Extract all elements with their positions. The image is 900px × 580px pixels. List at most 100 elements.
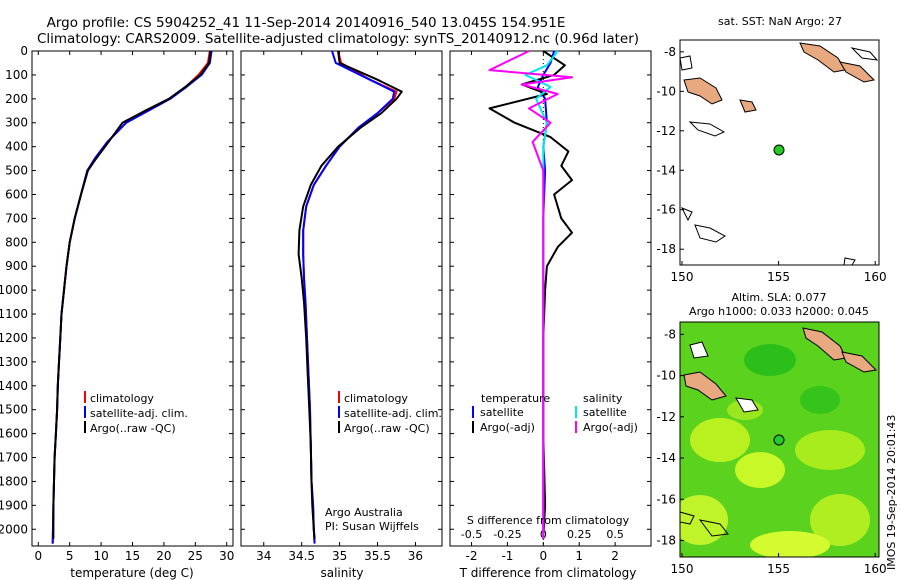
legend-climatology-label: climatology: [90, 392, 154, 405]
difference-depth-ticks: [450, 50, 651, 530]
depth-axis-ticks: 0 100 200 300 400 500 600 700 800 900 1000 1100 1200…: [0, 44, 233, 536]
salinity-axes-frame: [240, 50, 443, 547]
map-y-tick-label: -10: [656, 369, 676, 383]
s-tick-label: 0.25: [567, 528, 592, 541]
map-y-tick-label: -10: [656, 84, 676, 98]
island-shape: [683, 77, 723, 105]
y-tick-label: 600: [5, 187, 28, 201]
island-shape: [850, 47, 879, 61]
map-x-tick-label: 160: [864, 270, 887, 284]
x-tick-label: 20: [156, 549, 171, 563]
x-tick-label: 1: [575, 549, 583, 563]
island-shape: [838, 61, 876, 83]
temperature-xlabel: temperature (deg C): [70, 566, 193, 580]
y-tick-label: 0: [20, 44, 28, 58]
island-shape: [843, 257, 856, 266]
x-tick-label: 5: [66, 549, 74, 563]
legend-climatology-label: climatology: [344, 392, 408, 405]
sla-map-title-1: Altim. SLA: 0.077: [731, 291, 826, 304]
institution-label: Argo Australia: [325, 506, 403, 519]
sla-map-ticks: 150 155 160 -8 -10 -12 -14 -16 -18: [656, 327, 886, 576]
sla-map-frame: [679, 321, 880, 558]
timestamp-stamp: IMOS 19-Sep-2014 20:01:43: [885, 415, 898, 570]
pi-label: PI: Susan Wijffels: [325, 520, 419, 533]
island-shape: [698, 519, 729, 537]
island-shape: [802, 327, 847, 361]
s-difference-label: S difference from climatology: [467, 514, 630, 527]
salinity-xlabel: salinity: [320, 566, 363, 580]
island-shape: [694, 224, 726, 243]
salinity-axis-ticks: 34 34.5 35 35.5 36: [256, 51, 423, 563]
y-tick-label: 300: [5, 116, 28, 130]
sla-patch: [744, 344, 796, 376]
sla-map: Altim. SLA: 0.077 Argo h1000: 0.033 h200…: [656, 291, 886, 576]
difference-axes-frame: [449, 50, 652, 547]
series-satellite-adj-clim: [302, 50, 396, 544]
map-y-tick-label: -8: [664, 45, 676, 59]
series-argo-raw-qc: [52, 50, 212, 539]
map-y-tick-label: -16: [656, 492, 676, 506]
temperature-legend: climatology satellite-adj. clim. Argo(..…: [84, 391, 188, 435]
sla-patch: [800, 386, 840, 414]
y-tick-label: 1700: [0, 451, 28, 465]
map-y-tick-label: -14: [656, 163, 676, 177]
legend-t-satellite-label: satellite: [480, 406, 524, 419]
x-tick-label: 0: [34, 549, 42, 563]
sla-patch: [735, 452, 785, 488]
y-tick-label: 1500: [0, 403, 28, 417]
temperature-lines: [51, 50, 213, 544]
legend-argo-label: Argo(..raw -QC): [90, 422, 176, 435]
difference-legend: temperature salinity satellite Argo(-adj…: [472, 392, 638, 434]
sst-map-title: sat. SST: NaN Argo: 27: [718, 15, 842, 28]
y-tick-label: 200: [5, 92, 28, 106]
x-tick-label: 25: [188, 549, 203, 563]
sst-map-ticks: 150 155 160 -8 -10 -12 -14 -16 -18: [656, 45, 886, 284]
island-shape: [739, 99, 757, 113]
y-tick-label: 1900: [0, 498, 28, 512]
s-tick-label: -0.5: [461, 528, 482, 541]
salinity-legend: climatology satellite-adj. clim. Argo(..…: [338, 391, 442, 435]
map-x-tick-label: 155: [767, 562, 790, 576]
title-line-1: Argo profile: CS 5904252_41 11-Sep-2014 …: [47, 15, 566, 31]
series-climatology: [51, 50, 211, 544]
temperature-panel: 0100200300400500600700800900100011001200…: [0, 44, 234, 580]
profile-location-marker: [773, 434, 785, 446]
x-tick-label: 35: [332, 549, 347, 563]
legend-satellite-label: satellite-adj. clim.: [90, 407, 188, 420]
series-s-satellite: [524, 50, 559, 539]
y-tick-label: 700: [5, 211, 28, 225]
legend-s-satellite-label: satellite: [583, 406, 627, 419]
y-tick-label: 2000: [0, 522, 28, 536]
series-t-argo-adj: [488, 50, 573, 539]
legend-temperature-heading: temperature: [481, 392, 550, 405]
salinity-lines: [297, 50, 403, 544]
sst-coastline: [679, 42, 879, 266]
map-x-tick-label: 150: [671, 270, 694, 284]
x-tick-label: 34.5: [288, 549, 315, 563]
island-shape: [689, 341, 709, 359]
island-shape: [841, 351, 878, 373]
x-tick-label: 0: [540, 549, 548, 563]
y-tick-label: 1200: [0, 331, 28, 345]
series-satellite-adj-clim: [51, 50, 213, 544]
temperature-axis-ticks: 0 5 10 15 20 25 30: [34, 51, 234, 563]
legend-salinity-heading: salinity: [583, 392, 623, 405]
s-tick-label: 0.5: [606, 528, 624, 541]
island-shape: [683, 371, 727, 401]
island-shape: [688, 121, 726, 137]
map-y-tick-label: -12: [656, 410, 676, 424]
x-tick-label: -2: [466, 549, 478, 563]
legend-t-argo-label: Argo(-adj): [480, 421, 535, 434]
x-tick-label: -1: [501, 549, 513, 563]
series-argo-raw-qc: [297, 50, 403, 539]
series-climatology: [302, 50, 398, 544]
x-tick-label: 36: [408, 549, 423, 563]
difference-panel: -2 -1 0 1 2-0.5 -0.25 0 0.25 0.5 S difference fr…: [449, 50, 652, 580]
y-tick-label: 500: [5, 164, 28, 178]
map-x-tick-label: 155: [767, 270, 790, 284]
y-tick-label: 1400: [0, 379, 28, 393]
map-y-tick-label: -8: [664, 327, 676, 341]
t-difference-xlabel: T difference from climatology: [459, 566, 637, 580]
y-tick-label: 900: [5, 259, 28, 273]
